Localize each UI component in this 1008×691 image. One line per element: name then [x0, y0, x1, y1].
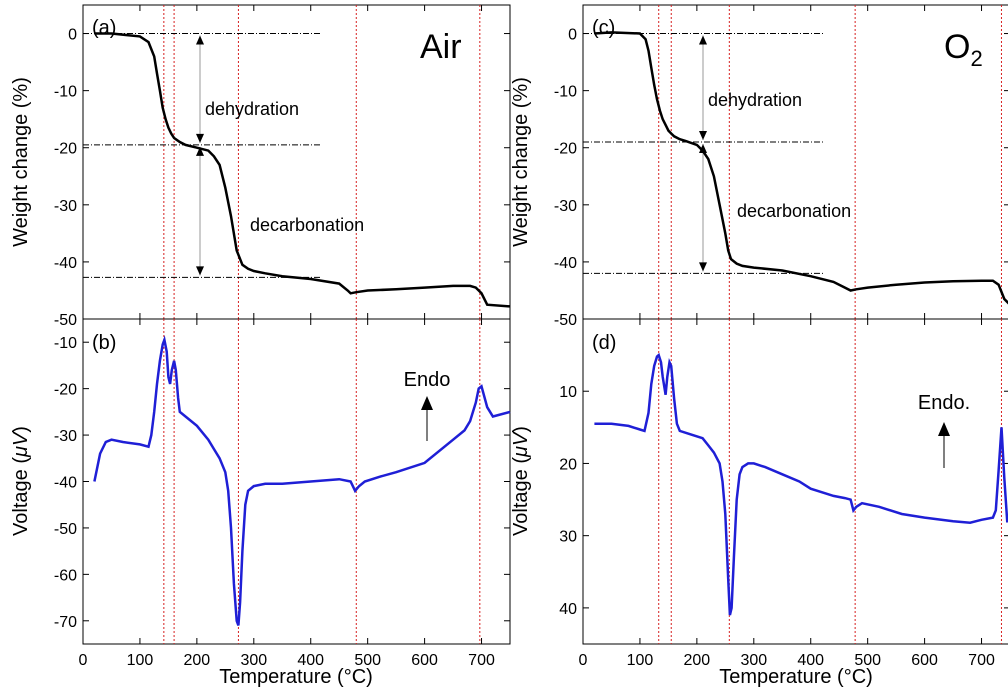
plot-a-tag: (a) [92, 17, 116, 39]
plot-d-ylabel-unit: μV [510, 431, 532, 458]
plot-d-xtick-label: 100 [627, 652, 654, 669]
plot-d-xtick-label: 600 [911, 652, 938, 669]
plot-b-ticks: -10 -20 -30 -40 -50 -60 -70 0 100 200 300 400 500 600… [54, 319, 510, 669]
plot-d-xlabel: Temperature (°C) [719, 666, 873, 688]
plot-b-xtick-label: 500 [354, 652, 381, 669]
plot-c-ytick-label: -40 [554, 255, 577, 272]
plot-b-endo-arrow [421, 396, 433, 441]
plot-a-ytick-label: -40 [54, 255, 77, 272]
plot-b-ytick-label: -40 [54, 475, 77, 492]
plot-a-refs [83, 5, 481, 319]
plot-d-xtick-label: 400 [797, 652, 824, 669]
plot-c-tag: (c) [592, 17, 615, 39]
plot-c-ylabel: Weight change (%) [510, 77, 532, 247]
plot-d-ytick-label: 40 [559, 601, 577, 618]
plot-b-ylabel-prefix: Voltage ( [10, 457, 32, 536]
plot-d-ylabel-prefix: Voltage ( [510, 457, 532, 536]
plot-a-arrowhead-up [196, 146, 204, 156]
plot-b-ytick-label: -10 [54, 335, 77, 352]
plot-c-curve [594, 31, 1008, 305]
plot-d-ylabel: Voltage (μV) [510, 426, 532, 536]
plot-d-endo-label: Endo. [918, 392, 970, 414]
plot-d-tag: (d) [592, 332, 616, 354]
plot-b: -10 -20 -30 -40 -50 -60 -70 0 100 200 300 400 500 600… [10, 318, 511, 688]
plot-c: 0 -10 -20 -30 -40 -50 (c) O2 dehydration deca… [510, 4, 1008, 329]
plot-a-ylabel: Weight change (%) [10, 77, 32, 247]
plot-a-arrowhead-down [196, 266, 204, 276]
plot-c-decarbonation-label: decarbonation [737, 201, 851, 221]
plot-d-ytick-label: 20 [559, 456, 577, 473]
plot-c-ytick-label: -20 [554, 141, 577, 158]
plot-d-xtick-label: 0 [579, 652, 588, 669]
plot-a-ytick-label: -50 [54, 312, 77, 329]
plot-b-ylabel: Voltage (μV) [10, 426, 32, 536]
plot-a-dehydration-label: dehydration [205, 99, 299, 119]
plot-b-ytick-label: -60 [54, 567, 77, 584]
plot-a-arrowhead-down [196, 133, 204, 143]
plot-d-ytick-label: 30 [559, 529, 577, 546]
plot-b-endo-label: Endo [404, 369, 451, 391]
plot-b-curve [93, 335, 511, 626]
plot-b-ytick-label: -70 [54, 614, 77, 631]
plot-b-ytick-label: -50 [54, 521, 77, 538]
plot-b-ytick-label: -30 [54, 428, 77, 445]
plot-c-arrowhead-down [699, 262, 707, 272]
plot-a-ytick-label: -20 [54, 141, 77, 158]
plot-c-ytick-label: 0 [568, 27, 577, 44]
plot-d-xtick-label: 500 [854, 652, 881, 669]
plot-a: 0 -10 -20 -30 -40 -50 (a) Air dehydration dec… [10, 4, 511, 329]
panel-right: 0 -10 -20 -30 -40 -50 (c) O2 dehydration deca… [510, 4, 1008, 688]
plot-d-ytick-label: 10 [559, 384, 577, 401]
plot-d-xtick-label: 700 [968, 652, 995, 669]
panel-left: 0 -10 -20 -30 -40 -50 (a) Air dehydration dec… [10, 4, 511, 688]
plot-d-endo-arrow [938, 422, 950, 468]
plot-b-xtick-label: 400 [297, 652, 324, 669]
plot-a-arrowhead-up [196, 35, 204, 45]
plot-c-ticks: 0 -10 -20 -30 -40 -50 [554, 5, 1008, 329]
plot-b-ylabel-suffix: ) [10, 426, 32, 433]
plot-c-atmosphere-sub: 2 [970, 46, 982, 71]
plot-c-arrowhead-up [699, 35, 707, 45]
plot-a-ytick-label: -30 [54, 198, 77, 215]
plot-d-ylabel-suffix: ) [510, 426, 532, 433]
plot-c-ytick-label: -50 [554, 312, 577, 329]
plot-d-frame [582, 318, 1008, 645]
plot-b-xtick-label: 700 [468, 652, 495, 669]
plot-c-arrowhead-down [699, 131, 707, 141]
plot-a-ytick-label: 0 [68, 27, 77, 44]
plot-b-xtick-label: 0 [79, 652, 88, 669]
plot-b-xtick-label: 600 [411, 652, 438, 669]
plot-b-ylabel-unit: μV [10, 431, 32, 458]
plot-b-xtick-label: 200 [184, 652, 211, 669]
plot-d-curve [594, 352, 1008, 616]
plot-a-curve [94, 32, 511, 308]
plot-c-ytick-label: -10 [554, 84, 577, 101]
plot-b-xtick-label: 100 [127, 652, 154, 669]
plot-a-decarbonation-label: decarbonation [250, 215, 364, 235]
plot-d-refs [658, 319, 1002, 644]
plot-b-ytick-label: -20 [54, 382, 77, 399]
plot-c-refs [583, 5, 1002, 319]
plot-c-atmosphere-main: O [944, 28, 970, 66]
plot-c-arrowhead-up [699, 144, 707, 154]
plot-d-xtick-label: 200 [684, 652, 711, 669]
plot-a-ytick-label: -10 [54, 84, 77, 101]
plot-c-atmosphere: O2 [944, 28, 983, 71]
plot-c-ytick-label: -30 [554, 198, 577, 215]
plot-a-atmosphere: Air [420, 28, 462, 66]
plot-c-dehydration-label: dehydration [708, 90, 802, 110]
plot-b-xtick-label: 300 [240, 652, 267, 669]
plot-a-ticks: 0 -10 -20 -30 -40 -50 [54, 5, 510, 329]
plot-b-xlabel: Temperature (°C) [219, 666, 373, 688]
plot-d-xtick-label: 300 [740, 652, 767, 669]
plot-b-tag: (b) [92, 332, 116, 354]
